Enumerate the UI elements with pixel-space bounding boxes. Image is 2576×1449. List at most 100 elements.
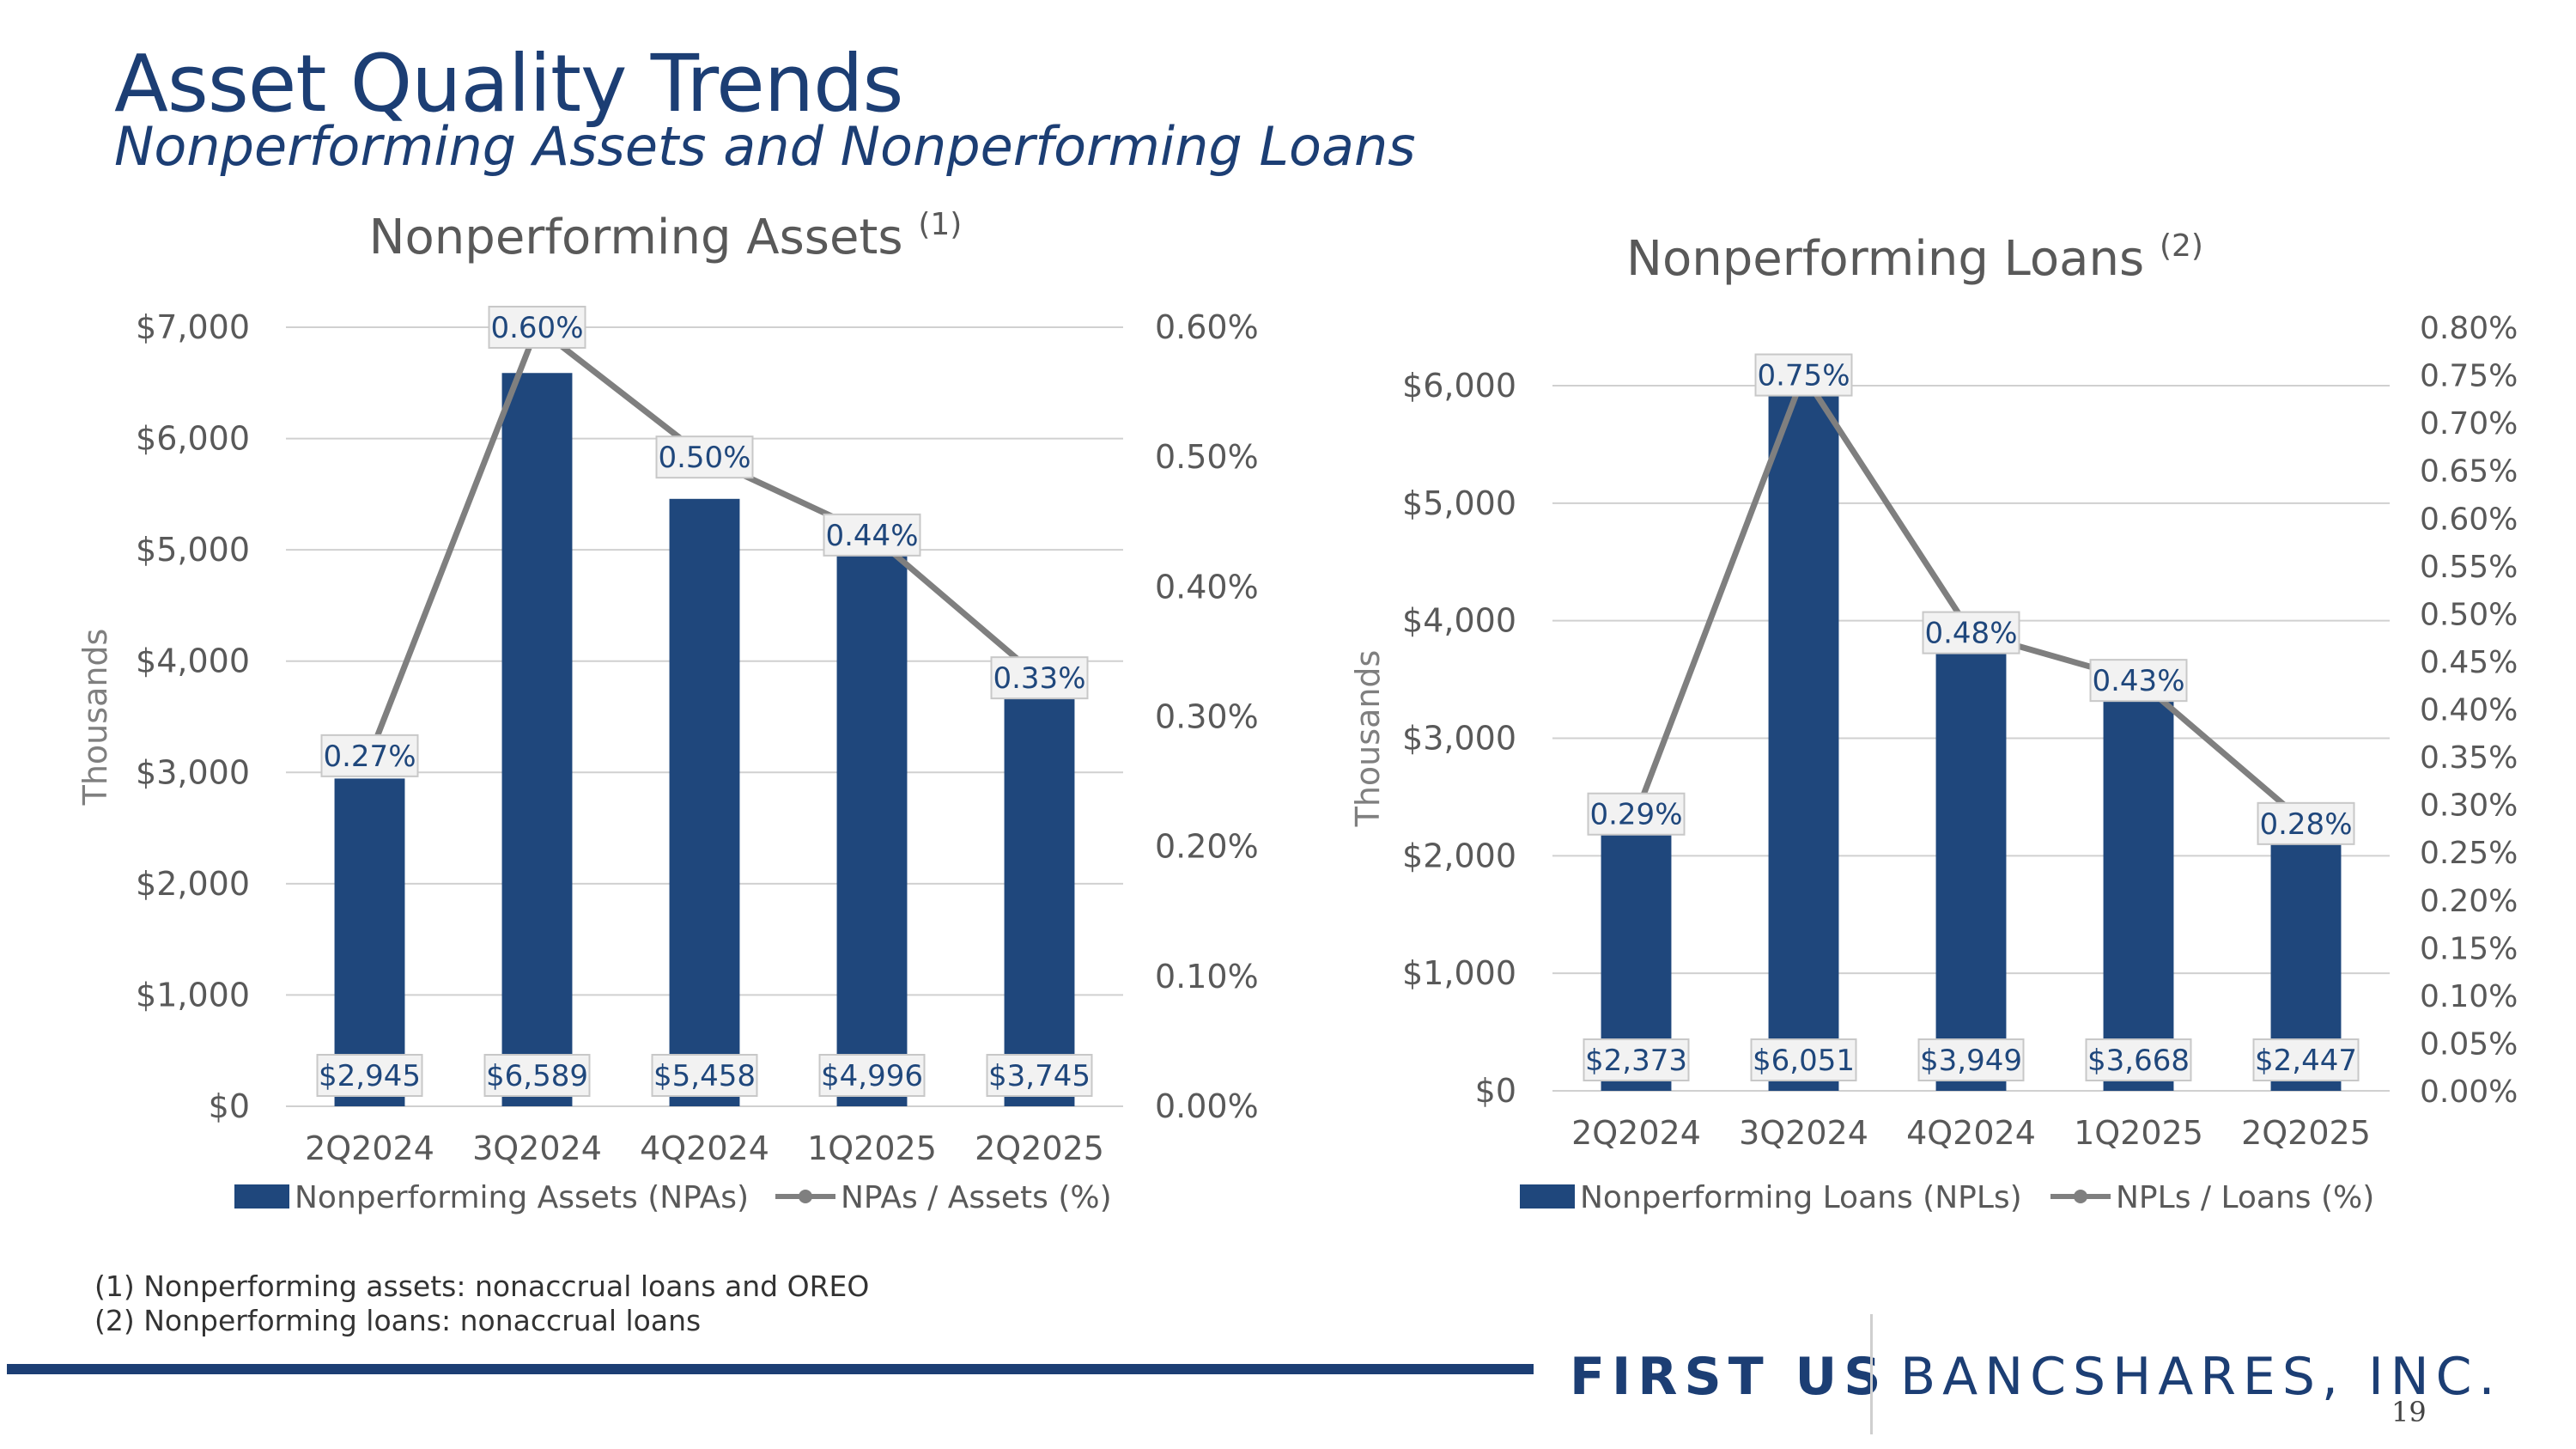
x-tick-label: 4Q2024 [1906, 1114, 2036, 1152]
line-data-label-box [488, 306, 586, 349]
line-data-label: 0.48% [1924, 617, 2017, 651]
logo-divider [1870, 1314, 1873, 1434]
x-tick-label: 1Q2025 [2074, 1114, 2203, 1152]
y2-tick-label: 0.30% [1155, 698, 1259, 736]
x-tick-label: 2Q2024 [1571, 1114, 1701, 1152]
chart-title-note: (2) [2160, 228, 2203, 264]
line-data-label: 0.29% [1589, 798, 1682, 832]
bar-data-label-box [2252, 1038, 2360, 1081]
y-tick-label: $3,000 [136, 753, 250, 791]
line-data-label-box [2257, 801, 2355, 845]
footnotes: (1) Nonperforming assets: nonaccrual loa… [94, 1269, 869, 1338]
line-data-label-box [990, 656, 1089, 700]
y2-tick-label: 0.45% [2420, 645, 2518, 680]
bar-data-label-box [316, 1054, 423, 1097]
bar-data-label-box [818, 1054, 926, 1097]
bar-data-label-box [651, 1054, 758, 1097]
y-tick-label: $1,000 [1402, 954, 1516, 992]
legend-bar-label: Nonperforming Assets (NPAs) [295, 1180, 749, 1215]
bar [1935, 626, 2007, 1091]
bar-data-label-box [483, 1054, 591, 1097]
y2-tick-label: 0.10% [2420, 979, 2518, 1014]
y2-tick-label: 0.70% [2420, 406, 2518, 441]
bar [2103, 660, 2174, 1091]
y-tick-label: $0 [1475, 1072, 1516, 1110]
page-title: Asset Quality Trends [114, 38, 903, 130]
y-tick-label: $2,000 [136, 865, 250, 903]
bar-data-label: $3,949 [1920, 1044, 2022, 1078]
y-tick-label: $3,000 [1402, 720, 1516, 758]
line-data-label-box [823, 513, 921, 557]
bar-data-label: $2,447 [2255, 1044, 2357, 1078]
y-tick-label: $4,000 [1402, 602, 1516, 640]
y2-tick-label: 0.40% [1155, 568, 1259, 606]
line-data-label-box [1922, 611, 2020, 654]
y2-tick-label: 0.40% [2420, 693, 2518, 728]
y2-tick-label: 0.25% [2420, 836, 2518, 871]
x-tick-label: 2Q2025 [975, 1129, 1104, 1167]
y2-tick-label: 0.55% [2420, 550, 2518, 585]
line-data-label: 0.44% [825, 519, 918, 553]
logo-first-us: FIRST US [1570, 1347, 1888, 1407]
legend-bar-swatch [1520, 1184, 1575, 1209]
y2-tick-label: 0.20% [2420, 884, 2518, 919]
y-axis-title: Thousands [1349, 650, 1387, 828]
y2-tick-label: 0.00% [2420, 1075, 2518, 1110]
chart-title: Nonperforming Loans (2) [1626, 228, 2203, 287]
y-tick-label: $7,000 [136, 308, 250, 346]
x-tick-label: 1Q2025 [807, 1129, 937, 1167]
y2-tick-label: 0.75% [2420, 359, 2518, 394]
line-data-label: 0.43% [2092, 664, 2184, 698]
y-tick-label: $6,000 [136, 420, 250, 458]
bar-data-label: $6,589 [486, 1059, 588, 1093]
y-tick-label: $1,000 [136, 976, 250, 1014]
line-data-label-box [1754, 353, 1853, 397]
y2-tick-label: 0.15% [2420, 931, 2518, 966]
page-number: 19 [2391, 1396, 2427, 1428]
y-tick-label: $2,000 [1402, 837, 1516, 874]
line-data-label: 0.28% [2259, 807, 2352, 842]
chart-nonperforming-assets: Nonperforming Assets (1) $0 $1,000 $2,000 $3… [76, 207, 1259, 1215]
y-tick-label: $6,000 [1402, 367, 1516, 405]
x-tick-label: 4Q2024 [640, 1129, 769, 1167]
bar-data-label-box [986, 1054, 1093, 1097]
x-tick-label: 3Q2024 [1739, 1114, 1868, 1152]
y2-tick-label: 0.05% [2420, 1026, 2518, 1062]
bar-data-label: $5,458 [653, 1059, 756, 1093]
y2-tick-label: 0.60% [2420, 502, 2518, 537]
y2-tick-label: 0.35% [2420, 740, 2518, 776]
y-tick-label: $5,000 [136, 531, 250, 569]
bar-data-label: $2,945 [319, 1059, 421, 1093]
bar [334, 778, 405, 1106]
line-data-label-box [655, 435, 754, 479]
legend-bar-swatch [234, 1184, 289, 1209]
line-data-label: 0.75% [1757, 359, 1850, 393]
x-tick-label: 3Q2024 [472, 1129, 602, 1167]
y2-tick-label: 0.00% [1155, 1087, 1259, 1125]
chart-title-note: (1) [918, 207, 962, 242]
legend-bar-label: Nonperforming Loans (NPLs) [1580, 1180, 2022, 1215]
y2-tick-label: 0.10% [1155, 958, 1259, 995]
legend-line-marker [799, 1190, 812, 1203]
line-data-label-box [320, 734, 419, 777]
y-tick-label: $0 [209, 1087, 250, 1125]
bar-data-label-box [1583, 1038, 1690, 1081]
y-tick-label: $5,000 [1402, 484, 1516, 522]
x-tick-label: 2Q2025 [2241, 1114, 2371, 1152]
legend-line-label: NPLs / Loans (%) [2116, 1180, 2374, 1215]
line-data-label: 0.33% [993, 661, 1085, 696]
bottom-rule [7, 1364, 1534, 1374]
line-data-label: 0.27% [323, 740, 416, 774]
legend-line-label: NPAs / Assets (%) [841, 1180, 1112, 1215]
y2-tick-label: 0.20% [1155, 828, 1259, 866]
y2-tick-label: 0.65% [2420, 454, 2518, 490]
y-axis-title: Thousands [76, 629, 114, 807]
page-subtitle: Nonperforming Assets and Nonperforming L… [114, 115, 1416, 178]
logo-bancshares: BANCSHARES, INC. [1900, 1347, 2502, 1407]
bar-data-label-box [1917, 1038, 2025, 1081]
footnote-2: (2) Nonperforming loans: nonaccrual loan… [94, 1304, 702, 1337]
bar-data-label: $4,996 [821, 1059, 923, 1093]
bar [501, 373, 573, 1106]
bar [669, 498, 740, 1106]
bar-data-label: $6,051 [1753, 1044, 1855, 1078]
